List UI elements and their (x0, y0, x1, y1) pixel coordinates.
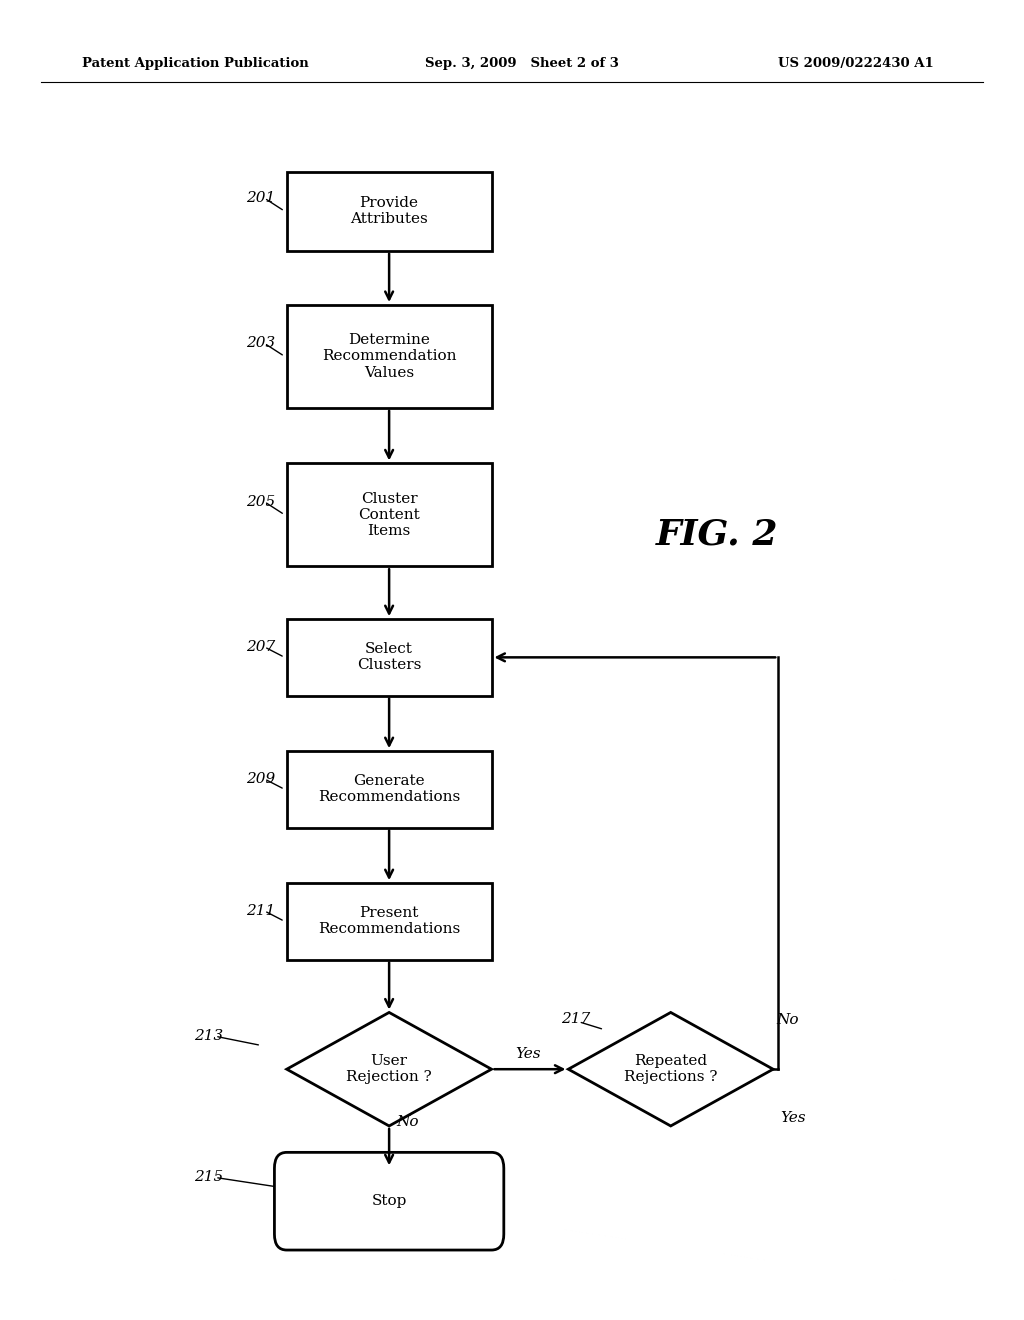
Text: Generate
Recommendations: Generate Recommendations (318, 775, 460, 804)
Text: Yes: Yes (780, 1111, 806, 1126)
Text: 201: 201 (246, 191, 275, 205)
Text: Present
Recommendations: Present Recommendations (318, 907, 460, 936)
Text: 211: 211 (246, 904, 275, 917)
Text: 217: 217 (561, 1012, 591, 1026)
Text: 215: 215 (195, 1171, 224, 1184)
FancyBboxPatch shape (274, 1152, 504, 1250)
Bar (287, 751, 492, 828)
Text: Repeated
Rejections ?: Repeated Rejections ? (624, 1055, 718, 1084)
Text: 205: 205 (246, 495, 275, 508)
Text: 207: 207 (246, 640, 275, 653)
Text: No: No (776, 1012, 799, 1027)
Text: Yes: Yes (515, 1047, 542, 1061)
Text: Stop: Stop (372, 1195, 407, 1208)
Text: Determine
Recommendation
Values: Determine Recommendation Values (322, 333, 457, 380)
Text: 203: 203 (246, 337, 275, 350)
Text: Patent Application Publication: Patent Application Publication (82, 57, 308, 70)
Text: Provide
Attributes: Provide Attributes (350, 197, 428, 226)
Text: FIG. 2: FIG. 2 (655, 517, 778, 552)
Text: Cluster
Content
Items: Cluster Content Items (358, 491, 420, 539)
Text: Sep. 3, 2009   Sheet 2 of 3: Sep. 3, 2009 Sheet 2 of 3 (425, 57, 618, 70)
Text: US 2009/0222430 A1: US 2009/0222430 A1 (778, 57, 934, 70)
Polygon shape (568, 1012, 773, 1126)
Text: Select
Clusters: Select Clusters (357, 643, 421, 672)
Bar (287, 172, 492, 251)
Text: 209: 209 (246, 772, 275, 785)
Text: No: No (396, 1115, 419, 1130)
Bar (287, 463, 492, 566)
Text: User
Rejection ?: User Rejection ? (346, 1055, 432, 1084)
Bar (287, 305, 492, 408)
Bar (287, 619, 492, 696)
Bar (287, 883, 492, 960)
Text: 213: 213 (195, 1030, 224, 1043)
Polygon shape (287, 1012, 492, 1126)
